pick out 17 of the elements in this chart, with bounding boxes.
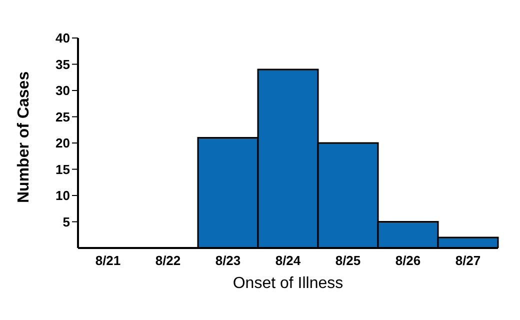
- x-tick-label: 8/21: [95, 253, 121, 268]
- x-tick-label: 8/22: [155, 253, 181, 268]
- y-axis-title: Number of Cases: [16, 71, 33, 203]
- x-tick-label: 8/24: [275, 253, 302, 268]
- y-tick-label: 5: [62, 214, 70, 230]
- x-axis-title: Onset of Illness: [232, 275, 344, 292]
- x-tick-label: 8/26: [395, 253, 421, 268]
- y-tick-label: 20: [56, 136, 70, 151]
- x-tick-label: 8/23: [215, 253, 241, 268]
- y-tick-label: 30: [56, 83, 70, 98]
- y-tick-label: 35: [56, 56, 70, 72]
- x-tick-label: 8/27: [455, 253, 481, 268]
- x-tick-label: 8/25: [335, 253, 361, 268]
- y-tick-label: 10: [56, 188, 70, 204]
- y-tick-label: 40: [56, 30, 70, 46]
- y-tick-label: 15: [56, 162, 70, 177]
- y-tick-label: 25: [56, 109, 70, 124]
